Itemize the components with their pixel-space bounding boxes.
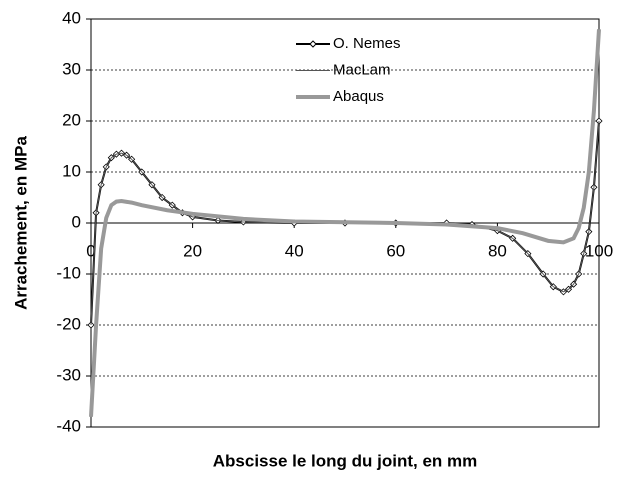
y-tick-label: -20 <box>56 314 81 333</box>
legend-label: Abaqus <box>333 88 384 105</box>
y-axis-label: Arrachement, en MPa <box>11 136 30 310</box>
x-tick-label: 80 <box>488 241 507 260</box>
y-tick-label: 30 <box>62 59 81 78</box>
y-tick-label: -30 <box>56 365 81 384</box>
series-line <box>89 29 601 417</box>
x-tick-label: 40 <box>285 241 304 260</box>
x-tick-label: 0 <box>86 241 95 260</box>
y-tick-label: 0 <box>72 212 81 231</box>
legend-label: MacLam <box>333 61 391 78</box>
x-tick-label: 100 <box>585 241 613 260</box>
y-tick-label: -10 <box>56 263 81 282</box>
legend-label: O. Nemes <box>333 35 401 52</box>
y-tick-label: 40 <box>62 8 81 27</box>
x-tick-label: 20 <box>183 241 202 260</box>
y-tick-label: 20 <box>62 110 81 129</box>
y-tick-label: -40 <box>56 416 81 435</box>
y-tick-label: 10 <box>62 161 81 180</box>
x-axis-label: Abscisse le long du joint, en mm <box>213 451 478 470</box>
legend-marker <box>309 40 317 48</box>
x-tick-label: 60 <box>386 241 405 260</box>
